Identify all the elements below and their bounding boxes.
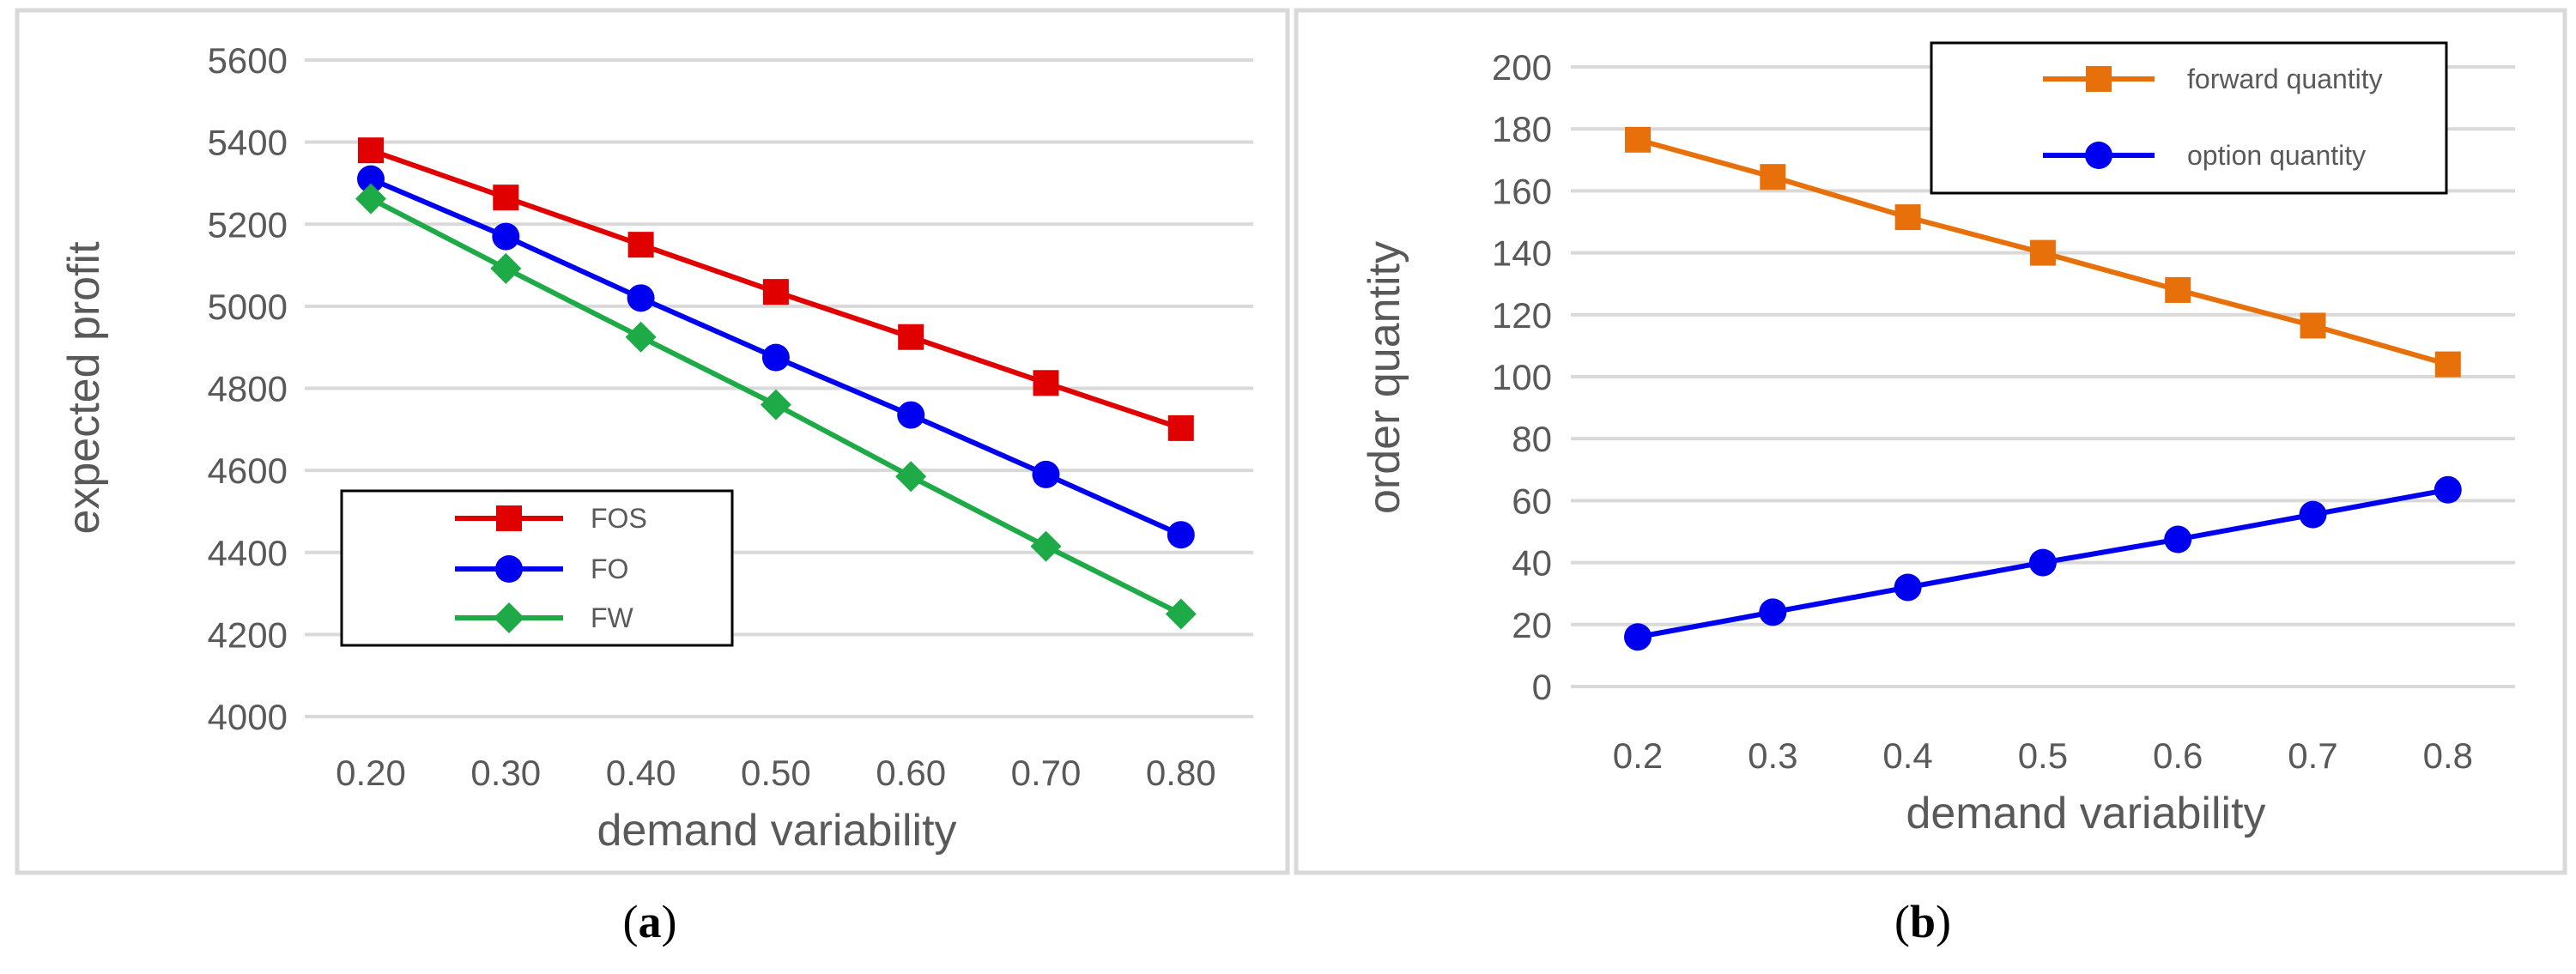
legend-marker-option-quantity <box>2085 142 2112 169</box>
data-point-option-quantity <box>2164 525 2192 554</box>
y-tick-label: 140 <box>1492 233 1552 274</box>
caption-b: (b) <box>1894 896 1951 947</box>
data-point-forward-quantity <box>1894 204 1921 231</box>
data-point-fw <box>1030 530 1062 562</box>
y-tick-label: 4800 <box>208 369 288 409</box>
x-tick-label: 0.50 <box>741 753 811 793</box>
data-point-fos <box>627 232 654 258</box>
data-point-option-quantity <box>2434 475 2462 504</box>
y-tick-label: 60 <box>1512 481 1552 521</box>
legend-label-fos: FOS <box>591 503 647 534</box>
data-point-fo <box>492 222 520 251</box>
data-point-fos <box>1033 370 1059 396</box>
data-point-fw <box>760 389 791 420</box>
data-point-forward-quantity <box>2434 351 2461 378</box>
legend-box <box>1930 41 2448 195</box>
x-tick-label: 0.30 <box>470 753 541 793</box>
y-tick-label: 120 <box>1492 295 1552 336</box>
y-tick-label: 4600 <box>208 451 288 491</box>
y-tick-label: 4400 <box>208 533 288 573</box>
data-point-fo <box>897 401 925 429</box>
x-tick-label: 0.8 <box>2423 735 2473 776</box>
x-tick-label: 0.60 <box>876 753 946 793</box>
y-tick-label: 4000 <box>208 697 288 737</box>
data-point-fos <box>1167 414 1194 441</box>
legend-label-fo: FO <box>591 554 628 584</box>
y-tick-label: 40 <box>1512 543 1552 584</box>
data-point-fo <box>761 343 790 372</box>
data-point-fo <box>357 165 385 193</box>
data-point-fw <box>490 252 522 284</box>
data-point-fo <box>1032 460 1060 488</box>
data-point-fw <box>1165 598 1197 630</box>
data-point-fw <box>355 183 386 215</box>
x-tick-label: 0.7 <box>2288 735 2337 776</box>
y-tick-label: 100 <box>1492 357 1552 397</box>
x-tick-label: 0.70 <box>1011 753 1082 793</box>
y-tick-label: 200 <box>1492 47 1552 88</box>
y-axis-title: expected profit <box>59 241 109 535</box>
data-point-forward-quantity <box>2029 239 2056 266</box>
data-point-option-quantity <box>1624 623 1652 651</box>
data-point-forward-quantity <box>1625 126 1651 153</box>
legend-marker-fos <box>496 505 522 531</box>
data-point-fw <box>625 321 657 353</box>
x-tick-label: 0.2 <box>1613 735 1663 776</box>
caption-a-close: ) <box>662 896 677 947</box>
legend-label-fw: FW <box>591 602 634 633</box>
data-point-fo <box>627 284 655 312</box>
caption-a-open: ( <box>623 896 639 947</box>
legend-marker-fo <box>495 555 523 583</box>
x-tick-label: 0.4 <box>1882 735 1932 776</box>
y-tick-label: 5600 <box>208 40 288 81</box>
data-point-forward-quantity <box>2300 312 2326 339</box>
x-tick-label: 0.40 <box>606 753 676 793</box>
caption-a: (a) <box>623 896 677 947</box>
y-tick-label: 0 <box>1532 667 1552 707</box>
y-axis-title: order quantity <box>1360 241 1409 514</box>
x-axis-title: demand variability <box>1906 789 2265 838</box>
x-tick-label: 0.6 <box>2153 735 2203 776</box>
legend-label-option-quantity: option quantity <box>2187 140 2366 171</box>
chart-b: 0 20 40 60 80 100 120 140 160 180 200 0.2 0.3 0.4 0.5 0… <box>1360 41 2515 838</box>
y-tick-label: 5400 <box>208 123 288 163</box>
y-tick-label: 80 <box>1512 419 1552 459</box>
data-point-fos <box>762 279 789 306</box>
x-tick-label: 0.20 <box>336 753 406 793</box>
chart-a: 4000 4200 4400 4600 4800 5000 5200 5400 5600 0.20… <box>59 40 1253 856</box>
y-tick-label: 20 <box>1512 605 1552 645</box>
data-point-option-quantity <box>1759 598 1787 626</box>
caption-b-letter: b <box>1910 896 1936 947</box>
data-point-fos <box>493 185 519 211</box>
caption-a-letter: a <box>639 896 662 947</box>
data-point-fo <box>1167 521 1195 549</box>
y-tick-label: 5200 <box>208 204 288 245</box>
legend-marker-fw <box>494 602 524 633</box>
data-point-fos <box>358 137 384 164</box>
x-axis-title: demand variability <box>597 806 956 856</box>
y-tick-label: 160 <box>1492 171 1552 211</box>
x-tick-label: 0.3 <box>1748 735 1797 776</box>
data-point-option-quantity <box>2028 548 2057 577</box>
data-point-option-quantity <box>1894 573 1922 602</box>
y-tick-label: 4200 <box>208 614 288 655</box>
data-point-forward-quantity <box>1760 164 1786 191</box>
panel-a-frame <box>15 8 1290 875</box>
y-tick-label: 5000 <box>208 287 288 327</box>
y-tick-label: 180 <box>1492 109 1552 149</box>
x-tick-label: 0.5 <box>2018 735 2068 776</box>
caption-b-open: ( <box>1894 896 1910 947</box>
data-point-option-quantity <box>2299 500 2327 529</box>
data-point-fos <box>898 324 924 350</box>
data-point-fw <box>895 461 927 493</box>
data-point-forward-quantity <box>2165 276 2191 303</box>
legend-label-forward-quantity: forward quantity <box>2187 64 2383 94</box>
legend-marker-forward-quantity <box>2086 66 2112 92</box>
x-tick-label: 0.80 <box>1146 753 1216 793</box>
caption-b-close: ) <box>1936 896 1951 947</box>
